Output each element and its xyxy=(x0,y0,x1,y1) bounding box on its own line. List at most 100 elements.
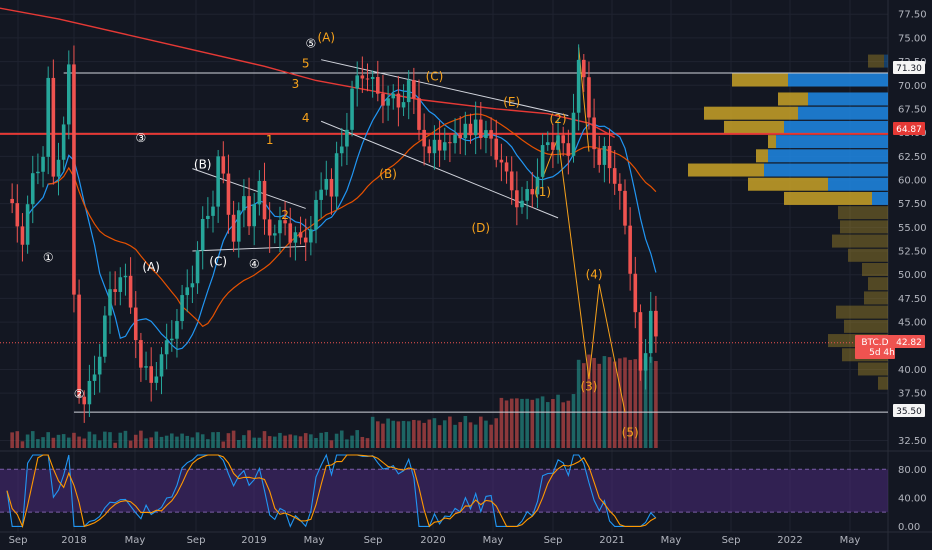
volume-bar xyxy=(551,399,555,448)
volume-bar xyxy=(453,424,457,448)
volume-bar xyxy=(602,356,607,448)
price-tick-label: 67.50 xyxy=(898,104,927,115)
volume-bar xyxy=(257,437,262,448)
time-tick-label: Sep xyxy=(544,535,563,546)
time-tick-label: Sep xyxy=(722,535,741,546)
current-symbol: BTC.D xyxy=(861,338,888,348)
oscillator-tick-label: 40.00 xyxy=(898,493,927,504)
candle-body xyxy=(236,210,241,242)
volume-bar xyxy=(190,437,195,448)
candle-body xyxy=(628,225,632,274)
volume-bar xyxy=(20,441,25,448)
wave-label: (D) xyxy=(471,221,490,235)
candle-body xyxy=(422,129,426,147)
volume-bar xyxy=(370,416,375,448)
candle-body xyxy=(345,129,349,147)
candle-body xyxy=(51,77,56,177)
volume-bar xyxy=(319,432,323,448)
candle-body xyxy=(587,77,591,118)
volume-bar xyxy=(463,416,468,448)
candle-body xyxy=(391,93,396,99)
volume-bar xyxy=(252,437,256,448)
volume-bar xyxy=(247,430,251,448)
volume-bar xyxy=(582,363,586,448)
profile-bar-gold xyxy=(756,149,768,163)
candle-body xyxy=(262,180,267,220)
wave-label: ③ xyxy=(136,131,147,145)
volume-bars xyxy=(10,354,658,448)
volume-bar xyxy=(442,420,447,448)
candle-body xyxy=(123,275,128,278)
wave-label: (C) xyxy=(426,70,444,84)
candle-body xyxy=(339,146,344,154)
candle-body xyxy=(41,156,45,172)
volume-bar xyxy=(432,418,437,448)
candle-body xyxy=(618,183,622,191)
volume-bar xyxy=(200,434,205,448)
oscillator-tick-label: 0.00 xyxy=(898,522,920,533)
volume-bar xyxy=(360,436,365,448)
candle-body xyxy=(67,64,71,125)
price-tick-label: 50.00 xyxy=(898,270,927,281)
volume-bar xyxy=(489,424,493,448)
profile-bar-gold xyxy=(704,106,798,120)
candle-body xyxy=(489,130,493,139)
volume-bar xyxy=(618,358,622,448)
volume-bar xyxy=(515,398,519,448)
profile-bar-gold xyxy=(868,277,888,291)
volume-bar xyxy=(324,432,329,448)
candle-body xyxy=(319,189,323,200)
candle-body xyxy=(376,77,380,94)
volume-bar xyxy=(484,420,488,448)
candle-body xyxy=(293,232,298,243)
volume-bar xyxy=(113,442,117,448)
volume-bar xyxy=(293,435,298,448)
candle-body xyxy=(417,98,421,130)
triangle-lower-line xyxy=(192,245,306,252)
candle-body xyxy=(113,289,117,292)
price-tick-label: 70.00 xyxy=(898,81,927,92)
price-badge-bottom: 35.50 xyxy=(896,407,922,417)
candle-body xyxy=(576,59,581,113)
candle-body xyxy=(231,214,236,242)
candle-body xyxy=(463,123,468,139)
volume-bar xyxy=(520,398,524,448)
volume-bar xyxy=(350,435,354,448)
candle-body xyxy=(638,312,643,371)
volume-bar xyxy=(468,422,473,448)
profile-bar-blue xyxy=(776,135,888,149)
volume-bar xyxy=(540,396,545,448)
candle-body xyxy=(324,178,329,190)
volume-bar xyxy=(597,363,602,448)
candle-body xyxy=(381,93,385,106)
candle-body xyxy=(386,98,390,106)
volume-bar xyxy=(36,439,40,448)
candle-body xyxy=(195,250,200,284)
candle-body xyxy=(643,353,648,371)
profile-bar-gold xyxy=(732,73,788,87)
volume-bar xyxy=(262,431,267,448)
volume-bar xyxy=(288,434,293,448)
volume-bar xyxy=(97,440,102,448)
volume-bar xyxy=(108,432,112,448)
wave-label: (E) xyxy=(503,95,520,109)
volume-bar xyxy=(92,434,97,448)
volume-bar xyxy=(159,436,164,448)
profile-bar-blue xyxy=(784,120,888,134)
volume-bar xyxy=(51,437,56,448)
wave-label: 3 xyxy=(292,77,300,91)
volume-bar xyxy=(561,402,565,448)
current-value: 42.82 xyxy=(896,338,922,348)
volume-bar xyxy=(25,434,30,448)
volume-bar xyxy=(504,400,509,448)
candle-body xyxy=(360,75,365,79)
price-tick-label: 60.00 xyxy=(898,176,927,187)
time-tick-label: Sep xyxy=(9,535,28,546)
profile-bar-gold xyxy=(858,362,888,376)
volume-bar xyxy=(87,431,92,448)
price-tick-label: 55.00 xyxy=(898,223,927,234)
volume-bar xyxy=(648,356,653,448)
candle-body xyxy=(267,219,272,236)
time-tick-label: Sep xyxy=(187,535,206,546)
volume-bar xyxy=(133,434,138,448)
